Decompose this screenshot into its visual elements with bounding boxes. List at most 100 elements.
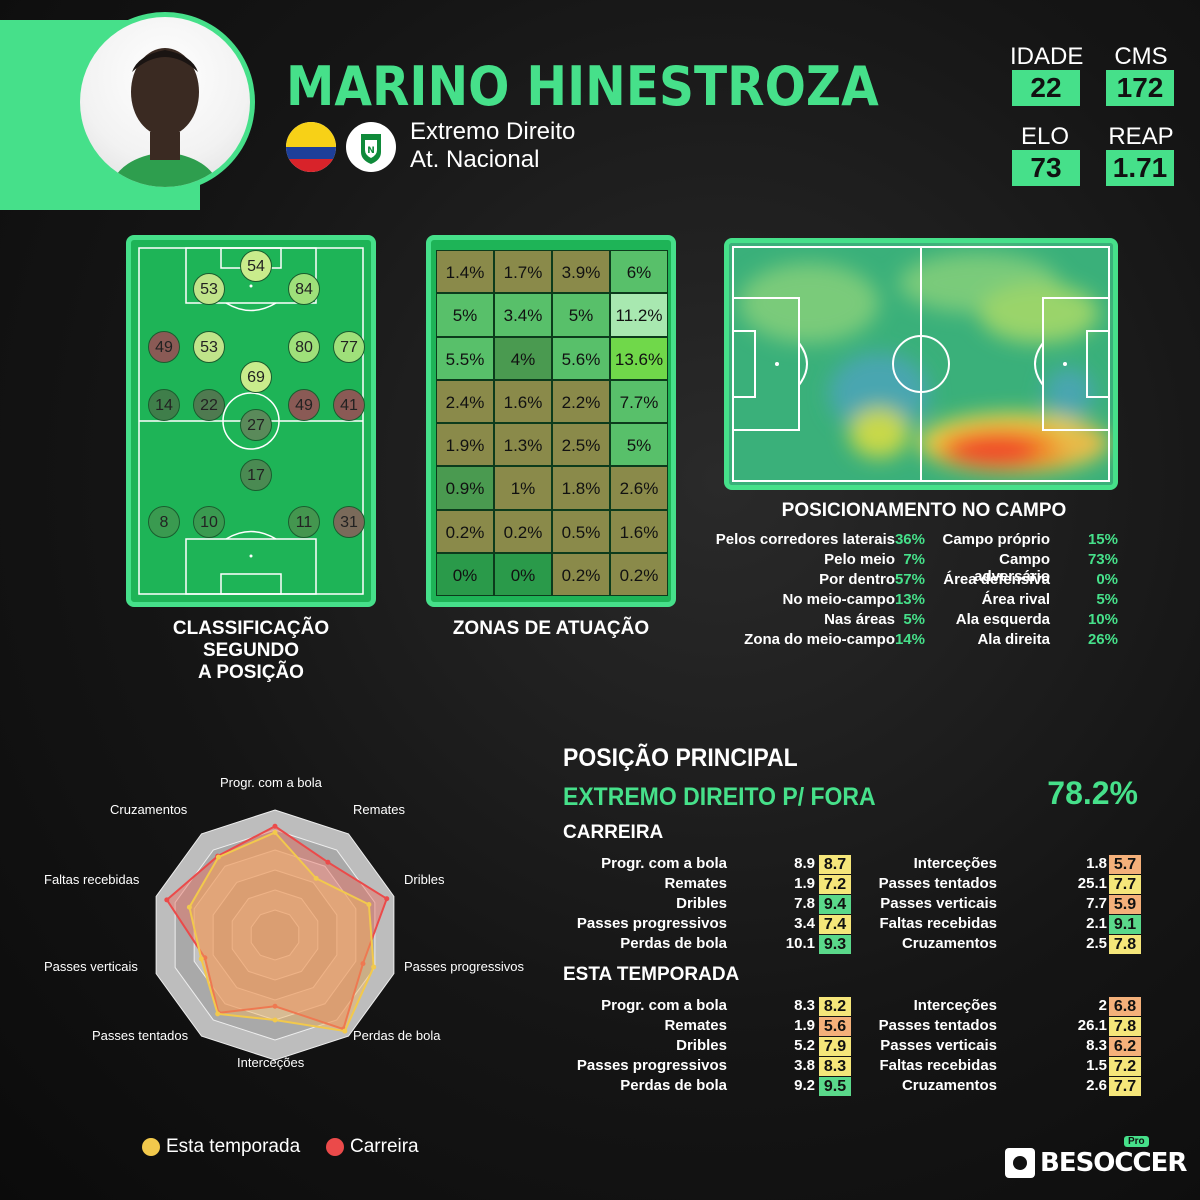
positioning-pct: 57% bbox=[894, 571, 925, 588]
season-point bbox=[272, 1017, 278, 1023]
metric-rating: 7.2 bbox=[1109, 1057, 1141, 1076]
metric-label: Perdas de bola bbox=[620, 935, 727, 952]
career-point bbox=[384, 896, 390, 902]
reap-value: 1.71 bbox=[1106, 150, 1174, 186]
positioning-pct: 10% bbox=[1087, 611, 1118, 628]
player-club: At. Nacional bbox=[410, 146, 540, 173]
metric-label: Progr. com a bola bbox=[601, 997, 727, 1014]
zone-cell: 13.6% bbox=[610, 336, 668, 380]
position-rating: 10 bbox=[193, 506, 225, 538]
position-rating: 84 bbox=[288, 273, 320, 305]
metric-label: Passes verticais bbox=[880, 1037, 997, 1054]
radar-axis-label: Cruzamentos bbox=[110, 802, 188, 817]
metric-rating: 8.7 bbox=[819, 855, 851, 874]
career-point bbox=[360, 961, 366, 967]
positioning-label: No meio-campo bbox=[782, 591, 895, 608]
career-legend-dot bbox=[326, 1138, 344, 1156]
zone-cell: 0.2% bbox=[494, 509, 552, 553]
zone-cell: 0.9% bbox=[436, 466, 494, 510]
radar-axis-label: Perdas de bola bbox=[353, 1028, 441, 1043]
positioning-label: Por dentro bbox=[819, 571, 895, 588]
positioning-label: Ala esquerda bbox=[955, 611, 1050, 628]
metric-label: Passes tentados bbox=[878, 875, 997, 892]
radar-axis-label: Progr. com a bola bbox=[220, 775, 322, 790]
club-crest-icon: N bbox=[346, 122, 396, 172]
zone-cell: 0.2% bbox=[552, 552, 610, 596]
zone-cell: 1% bbox=[494, 466, 552, 510]
metric-value: 1.8 bbox=[1086, 855, 1107, 872]
zone-cell: 1.8% bbox=[552, 466, 610, 510]
metric-label: Perdas de bola bbox=[620, 1077, 727, 1094]
position-rating: 49 bbox=[148, 331, 180, 363]
metric-label: Interceções bbox=[913, 997, 997, 1014]
metric-value: 10.1 bbox=[785, 935, 815, 952]
zone-cell: 0% bbox=[494, 552, 552, 596]
metric-rating: 9.4 bbox=[819, 895, 851, 914]
metric-rating: 9.1 bbox=[1109, 915, 1141, 934]
position-rating: 14 bbox=[148, 389, 180, 421]
metric-rating: 7.8 bbox=[1109, 1017, 1141, 1036]
season-title: ESTA TEMPORADA bbox=[563, 964, 740, 985]
metric-rating: 6.8 bbox=[1109, 997, 1141, 1016]
zone-cell: 3.9% bbox=[552, 250, 610, 294]
positioning-label: Campo próprio bbox=[942, 531, 1051, 548]
zone-grid: 1.4% 1.7% 3.9% 6% 5% 3.4% 5% 11.2% 5.5% 4% 5.6% 13.… bbox=[436, 250, 668, 596]
metric-value: 2.1 bbox=[1086, 915, 1107, 932]
positioning-caption: POSICIONAMENTO NO CAMPO bbox=[781, 500, 1067, 521]
idade-value: 22 bbox=[1012, 70, 1080, 106]
metric-rating: 7.7 bbox=[1109, 1077, 1141, 1096]
elo-value: 73 bbox=[1012, 150, 1080, 186]
positioning-pct: 5% bbox=[1096, 591, 1118, 608]
metric-label: Interceções bbox=[913, 855, 997, 872]
metric-value: 2.5 bbox=[1086, 935, 1107, 952]
metric-rating: 7.2 bbox=[819, 875, 851, 894]
position-rating: 22 bbox=[193, 389, 225, 421]
positioning-pct: 36% bbox=[894, 531, 925, 548]
zone-cell: 1.7% bbox=[494, 250, 552, 294]
besoccer-logo-icon bbox=[1005, 1148, 1035, 1178]
position-rating: 8 bbox=[148, 506, 180, 538]
position-rating: 77 bbox=[333, 331, 365, 363]
metric-value: 8.3 bbox=[794, 997, 815, 1014]
zone-cell: 0.5% bbox=[552, 509, 610, 553]
metric-label: Passes progressivos bbox=[576, 915, 727, 932]
metric-label: Cruzamentos bbox=[901, 935, 997, 952]
metric-rating: 9.3 bbox=[819, 935, 851, 954]
position-rating: 54 bbox=[240, 250, 272, 282]
metric-value: 1.9 bbox=[794, 875, 815, 892]
positioning-pct: 26% bbox=[1087, 631, 1118, 648]
positioning-pct: 14% bbox=[894, 631, 925, 648]
career-legend-label: Carreira bbox=[350, 1136, 419, 1157]
metric-rating: 7.4 bbox=[819, 915, 851, 934]
metric-label: Dribles bbox=[676, 895, 727, 912]
positioning-pct: 7% bbox=[903, 551, 925, 568]
metric-label: Passes verticais bbox=[880, 895, 997, 912]
metric-value: 3.8 bbox=[794, 1057, 815, 1074]
metric-value: 7.8 bbox=[794, 895, 815, 912]
career-point bbox=[325, 859, 331, 865]
zone-cell: 2.4% bbox=[436, 379, 494, 423]
metric-value: 25.1 bbox=[1077, 875, 1107, 892]
zone-cell: 2.2% bbox=[552, 379, 610, 423]
metric-label: Faltas recebidas bbox=[879, 1057, 997, 1074]
radar-axis-label: Dribles bbox=[404, 872, 445, 887]
positioning-label: Nas áreas bbox=[824, 611, 895, 628]
metric-label: Faltas recebidas bbox=[879, 915, 997, 932]
career-point bbox=[272, 1003, 278, 1009]
main-position-pct: 78.2% bbox=[1047, 775, 1138, 811]
classification-caption: CLASSIFICAÇÃO SEGUNDO A POSIÇÃO bbox=[172, 618, 330, 683]
zone-cell: 5% bbox=[436, 293, 494, 337]
zone-cell: 1.4% bbox=[436, 250, 494, 294]
cms-label: CMS bbox=[1114, 43, 1168, 70]
main-position-role: EXTREMO DIREITO P/ FORA bbox=[563, 783, 876, 811]
zone-cell: 6% bbox=[610, 250, 668, 294]
position-rating: 27 bbox=[240, 409, 272, 441]
metric-rating: 8.2 bbox=[819, 997, 851, 1016]
season-point bbox=[186, 904, 192, 910]
position-rating: 11 bbox=[288, 506, 320, 538]
zone-cell: 4% bbox=[494, 336, 552, 380]
zone-cell: 0% bbox=[436, 552, 494, 596]
besoccer-brand: BESOCCER bbox=[1040, 1148, 1187, 1178]
metric-rating: 8.3 bbox=[819, 1057, 851, 1076]
position-rating: 69 bbox=[240, 361, 272, 393]
